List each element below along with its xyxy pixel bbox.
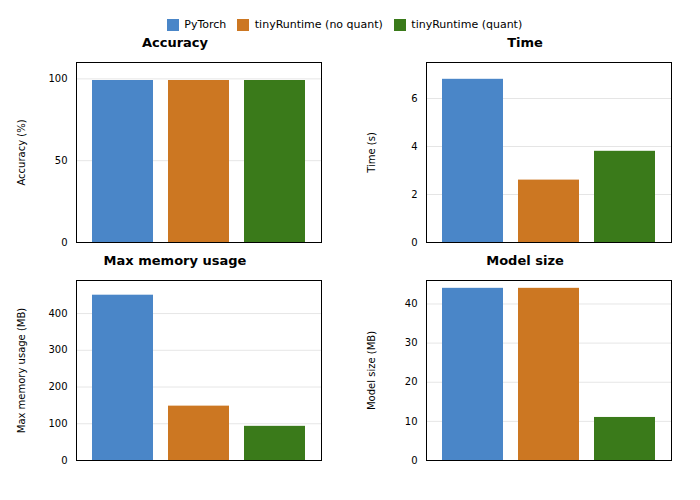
- svg-text:20: 20: [405, 376, 418, 387]
- html-text:PyTorch: PyTorch: [184, 18, 227, 31]
- svg-text:Model size (MB): Model size (MB): [366, 331, 377, 410]
- html-text:Model size: Model size: [486, 253, 564, 268]
- html-text:tinyRuntime (no quant): tinyRuntime (no quant): [254, 18, 383, 31]
- svg-text:2: 2: [411, 189, 417, 200]
- html-text:Time: Time: [507, 35, 543, 50]
- html-text:Max memory usage: Max memory usage: [103, 253, 247, 268]
- svg-text:0: 0: [61, 455, 67, 466]
- svg-text:50: 50: [55, 155, 68, 166]
- svg-text:Max memory usage (MB): Max memory usage (MB): [16, 308, 27, 434]
- html-text:tinyRuntime (quant): tinyRuntime (quant): [411, 18, 523, 31]
- svg-text:6: 6: [411, 93, 417, 104]
- svg-text:0: 0: [411, 455, 417, 466]
- svg-text:0: 0: [411, 237, 417, 248]
- svg-text:100: 100: [48, 73, 67, 84]
- svg-text:Time (s): Time (s): [366, 132, 377, 174]
- svg-text:200: 200: [48, 381, 67, 392]
- svg-text:400: 400: [48, 308, 67, 319]
- svg-text:300: 300: [48, 344, 67, 355]
- svg-text:100: 100: [48, 418, 67, 429]
- svg-text:0: 0: [61, 237, 67, 248]
- svg-text:30: 30: [405, 337, 418, 348]
- svg-text:40: 40: [405, 298, 418, 309]
- svg-text:Accuracy (%): Accuracy (%): [16, 119, 27, 185]
- html-text:Accuracy: Accuracy: [142, 35, 208, 50]
- svg-text:10: 10: [405, 416, 418, 427]
- svg-text:4: 4: [411, 141, 417, 152]
